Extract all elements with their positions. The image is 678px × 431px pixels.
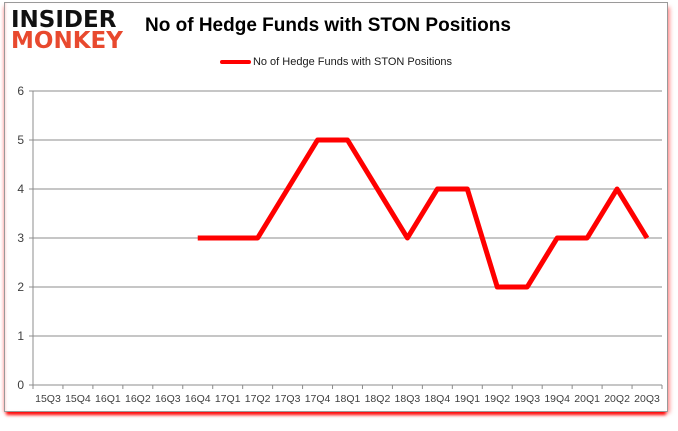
x-axis-label: 17Q4 [305, 393, 331, 405]
x-axis-label: 19Q4 [544, 393, 570, 405]
legend-label: No of Hedge Funds with STON Positions [252, 56, 453, 68]
y-axis-label: 6 [17, 84, 24, 98]
x-axis-label: 20Q2 [604, 393, 630, 405]
y-axis-label: 5 [17, 133, 24, 147]
x-axis-label: 16Q3 [155, 393, 181, 405]
y-axis-label: 3 [17, 231, 24, 245]
x-axis-label: 19Q2 [484, 393, 510, 405]
x-axis-label: 18Q2 [365, 393, 391, 405]
x-axis-label: 17Q3 [275, 393, 301, 405]
x-axis-label: 18Q4 [425, 393, 451, 405]
y-axis-label: 2 [17, 280, 24, 294]
x-axis-label: 20Q3 [634, 393, 660, 405]
x-axis-label: 17Q2 [245, 393, 271, 405]
x-axis-label: 18Q3 [395, 393, 421, 405]
y-axis-label: 1 [17, 329, 24, 343]
insider-monkey-logo: INSIDER MONKEY [11, 7, 123, 55]
x-axis-label: 17Q1 [215, 393, 241, 405]
x-axis-label: 20Q1 [574, 393, 600, 405]
x-axis-label: 16Q2 [125, 393, 151, 405]
x-axis-label: 19Q3 [514, 393, 540, 405]
chart-frame: INSIDER MONKEY No of Hedge Funds with ST… [4, 2, 668, 412]
x-axis-label: 16Q1 [95, 393, 121, 405]
series-line [197, 137, 650, 290]
chart-title: No of Hedge Funds with STON Positions [145, 15, 511, 36]
x-axis-label: 15Q4 [65, 393, 91, 405]
legend-line-icon [219, 60, 251, 64]
x-axis-label: 18Q1 [335, 393, 361, 405]
y-axis-label: 0 [17, 378, 24, 392]
legend: No of Hedge Funds with STON Positions [5, 56, 667, 68]
x-axis-label: 19Q1 [454, 393, 480, 405]
y-axis-label: 4 [17, 182, 24, 196]
x-axis-label: 15Q3 [35, 393, 61, 405]
logo-insider-text: INSIDER [11, 7, 117, 33]
x-axis-label: 16Q4 [185, 393, 211, 405]
chart-plot-area: 0 1 2 3 4 5 6 15Q3 15Q4 16Q1 16Q2 16Q3 16Q4 17Q1 17Q2 1… [17, 84, 663, 405]
logo-monkey-text: MONKEY [11, 28, 123, 55]
